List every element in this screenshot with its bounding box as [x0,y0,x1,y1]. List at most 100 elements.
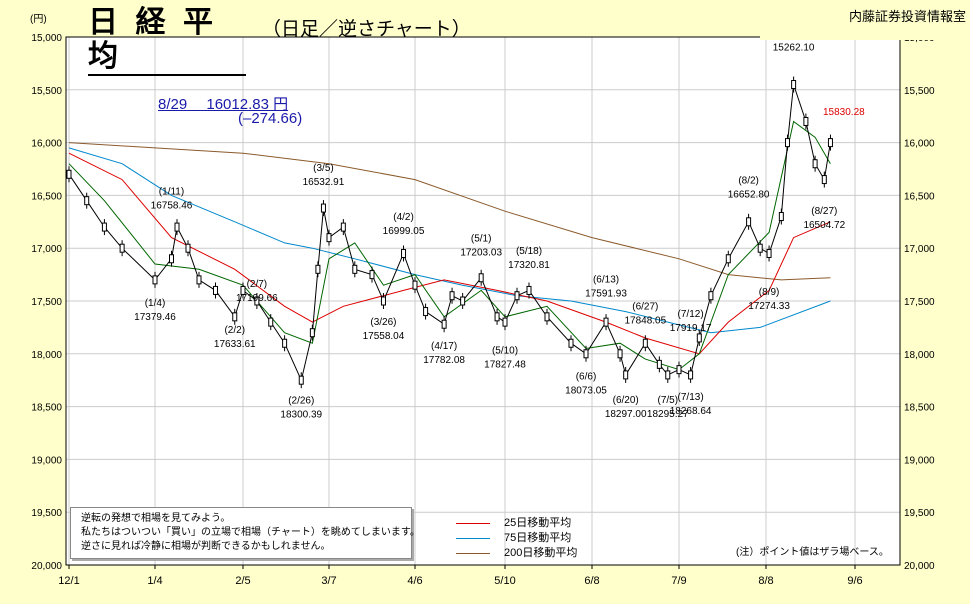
y-tick-label-left: 18,500 [31,403,62,414]
ma75-line [68,147,831,334]
point-label-value: 17558.04 [363,331,405,342]
point-label-date: (8/2) [738,176,759,187]
point-label-date: (2/7) [247,279,268,290]
price-candle [240,285,246,295]
point-label-value: 17203.03 [460,248,502,259]
price-candle [315,264,321,274]
price-candle [821,175,827,185]
ma25-line [68,152,831,355]
price-candle [152,275,158,285]
note-line: 私たちはついつい「買い」の立場で相場（チャート）を眺めてしまいます。 [81,527,420,538]
point-label-date: (5/10) [492,346,518,357]
y-tick-label-left: 15,500 [31,86,62,97]
legend-swatch [456,522,490,524]
point-label-value: 18297.00 [605,409,647,420]
point-label-value: 17633.61 [214,339,256,350]
latest-change: (–274.66) [238,110,303,127]
point-label-value: 16758.46 [151,201,193,212]
price-candle [708,291,714,301]
point-label-date: (1/4) [145,298,166,309]
y-tick-label-left: 17,500 [31,297,62,308]
price-candle [185,243,191,253]
price-candle [101,222,107,232]
point-label-date: (6/27) [632,302,658,313]
point-label-value: 18300.39 [280,409,322,420]
price-candle [254,296,260,306]
legend-label: 200日移動平均 [504,547,578,559]
point-labels: (1/11) 16758.46 (1/4) 17379.46 (2/7) 17199.66… [134,29,845,421]
y-tick-label-right: 16,000 [904,139,935,150]
price-candle [282,338,288,348]
y-tick-label-right: 16,500 [904,191,935,202]
price-candle [623,370,629,380]
price-candle [460,296,466,306]
price-candle [827,138,833,148]
latest-date-value: 8/29 16012.83 円 [158,96,289,113]
price-candle [812,159,818,169]
price-candle [784,138,790,148]
legend-ma75: 75日移動平均 [456,529,571,545]
note-box: 逆転の発想で相場を見てみよう。 私たちはついつい「買い」の立場で相場（チャート）… [70,507,420,559]
price-candle [583,349,589,359]
price-candle [617,349,623,359]
plot-frame [65,36,901,566]
price-candle [757,243,763,253]
note-line: 逆転の発想で相場を見てみよう。 [81,513,231,524]
price-candle [119,243,125,253]
y-tick-label-left: 19,000 [31,455,62,466]
legend-ma25: 25日移動平均 [456,514,571,530]
point-label-value: 18073.05 [565,386,607,397]
price-candle [401,248,407,258]
point-label-value: 15262.10 [773,43,815,54]
price-candle [412,280,418,290]
y-tick-label-left: 15,000 [31,33,62,44]
point-label-value: 17919.17 [670,323,712,334]
y-tick-label-right: 15,500 [904,86,935,97]
price-candle [352,264,358,274]
y-axis-right: 15,00015,50016,00016,50017,00017,50018,0… [904,33,935,572]
point-label-value: 16532.91 [303,177,345,188]
y-tick-label-right: 19,500 [904,508,935,519]
price-candle [478,273,484,283]
point-label-date: (8/9) [759,287,780,298]
x-tick-label: 1/4 [147,575,162,587]
legend-label: 75日移動平均 [504,532,572,544]
price-candle [766,248,772,258]
price-candle [369,270,375,280]
price-candle [526,285,532,295]
price-candle [309,328,315,338]
y-tick-label-left: 16,500 [31,191,62,202]
price-candle [84,196,90,206]
x-tick-label: 6/8 [584,575,599,587]
y-unit-label: (円) [30,14,47,25]
price-candle [449,291,455,301]
price-candle [320,203,326,213]
x-tick-label: 8/8 [758,575,773,587]
price-candle [340,222,346,232]
legend-swatch [456,552,490,554]
point-label-value: 17379.46 [134,312,176,323]
price-candle [791,80,797,90]
point-label-value: 17274.33 [748,301,790,312]
chart-subtitle: （日足／逆さチャート） [262,19,471,40]
price-candle [603,317,609,327]
legend-swatch [456,537,490,539]
point-label-date: (7/13) [678,392,704,403]
y-tick-label-right: 17,500 [904,297,935,308]
price-candle [502,317,508,327]
series-group [66,76,833,389]
y-tick-label-right: 18,000 [904,350,935,361]
latest-value-label: 15830.28 [823,107,865,118]
point-label-date: (3/5) [313,163,334,174]
legend-ma200: 200日移動平均 [456,544,577,560]
price-candle [298,375,304,385]
y-tick-label-left: 19,500 [31,508,62,519]
x-tick-label: 3/7 [321,575,336,587]
y-tick-label-left: 17,000 [31,244,62,255]
chart-title: 日 経 平 均 [88,6,246,76]
point-label-value: 18268.64 [670,406,712,417]
price-candle [196,275,202,285]
y-tick-label-right: 17,000 [904,244,935,255]
point-label-value: 16652.80 [728,190,770,201]
